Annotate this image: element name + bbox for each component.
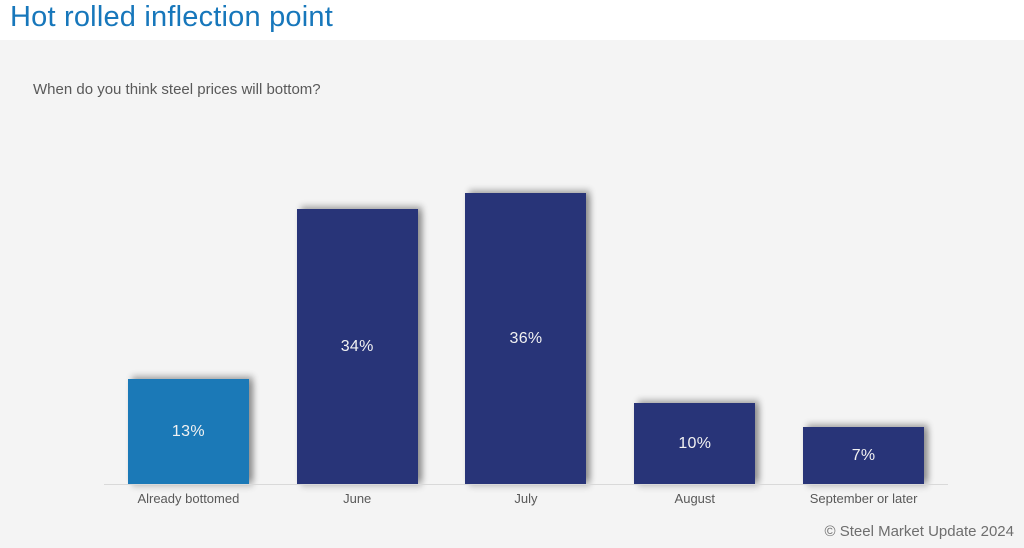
bar-september-or-later: 7% — [803, 427, 925, 484]
x-axis-label: June — [343, 491, 372, 506]
bar-value-label: 10% — [678, 434, 712, 452]
bar-june: 34% — [296, 209, 418, 484]
x-axis-line — [104, 484, 948, 485]
bar-august: 10% — [634, 403, 756, 484]
footer-credit: © Steel Market Update 2024 — [824, 523, 1015, 540]
x-axis-label: September or later — [809, 491, 918, 506]
bar-july: 36% — [465, 193, 587, 484]
x-axis-label: July — [514, 491, 538, 506]
bar-value-label: 34% — [340, 337, 374, 355]
bars-row: 13% 34% 36% 10% 7% — [104, 184, 948, 484]
chart-subtitle: When do you think steel prices will bott… — [33, 81, 321, 98]
bar-chart-plot-area: 13% 34% 36% 10% 7% — [104, 0, 948, 484]
bar-value-label: 13% — [171, 422, 205, 440]
page-title: Hot rolled inflection point — [10, 1, 333, 33]
bar-slot: 7% — [779, 184, 948, 484]
x-axis-label: August — [674, 491, 716, 506]
bar-slot: 13% — [104, 184, 273, 484]
bar-slot: 36% — [442, 184, 611, 484]
bar-value-label: 36% — [509, 329, 543, 347]
x-axis-label: Already bottomed — [137, 491, 240, 506]
bar-value-label: 7% — [851, 446, 876, 464]
bar-already-bottomed: 13% — [127, 379, 249, 484]
bar-slot: 10% — [610, 184, 779, 484]
bar-slot: 34% — [273, 184, 442, 484]
x-axis-labels: Already bottomed June July August September … — [104, 491, 948, 506]
title-band — [0, 0, 1024, 40]
